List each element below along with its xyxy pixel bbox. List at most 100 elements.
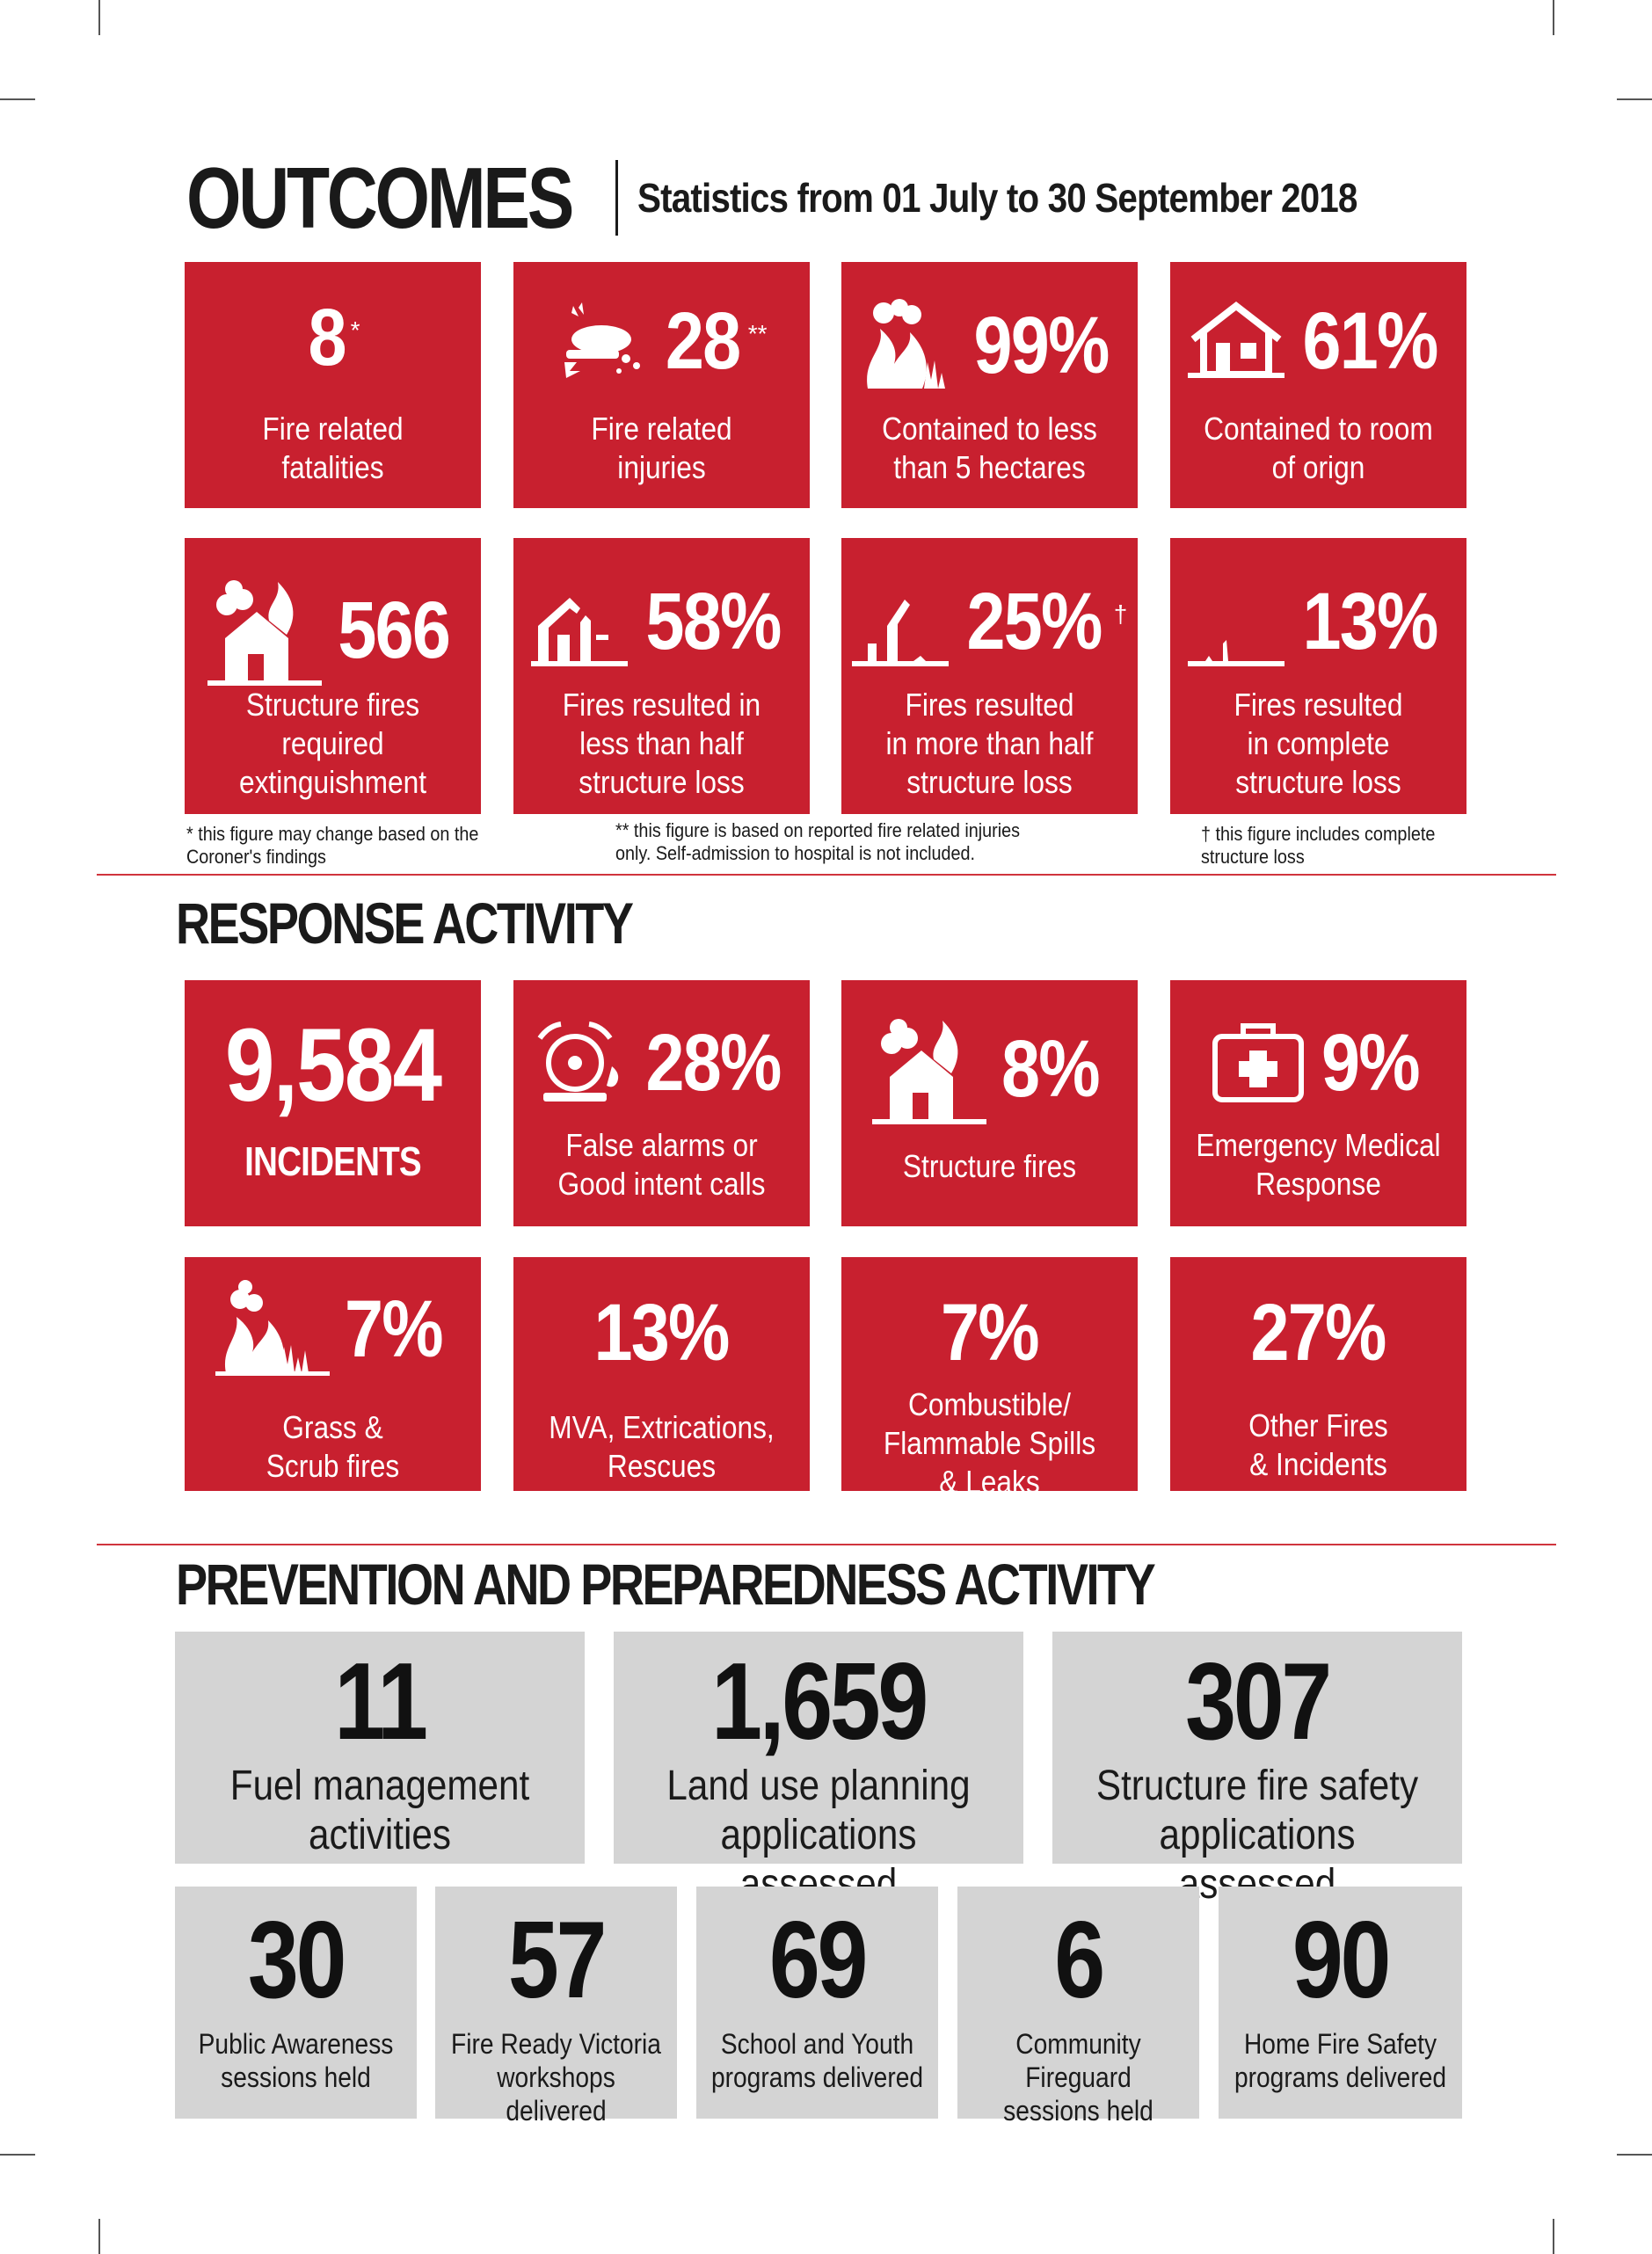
title-divider	[615, 160, 619, 236]
footnote-fatalities: * this figure may change based on the Co…	[186, 823, 478, 869]
outcome-card-less-than-half: 58% Fires resulted in less than half str…	[513, 538, 810, 814]
response-card-grass-fires: 7% Grass & Scrub fires	[185, 1257, 481, 1491]
stat-value: 6	[1054, 1900, 1105, 2021]
stat-label: Emergency Medical Response	[1196, 1127, 1441, 1202]
stat-value: 28	[666, 296, 741, 386]
crop-mark	[1553, 0, 1554, 35]
stat-value: 8	[308, 293, 347, 382]
stat-value: 13%	[593, 1288, 731, 1378]
footnote-text: this figure includes complete structure …	[1201, 823, 1436, 868]
stat-label: Structure fires	[902, 1148, 1077, 1184]
footnote-text: this figure is based on reported fire re…	[615, 819, 1021, 864]
prevention-card-fire-ready: 57 Fire Ready Victoria workshops deliver…	[435, 1887, 677, 2127]
stat-label: School and Youth programs delivered	[710, 2028, 924, 2093]
destroyed-house-icon	[1188, 573, 1285, 670]
stat-label: INCIDENTS	[244, 1138, 422, 1184]
house-fire-icon	[207, 573, 322, 687]
crop-mark	[98, 0, 100, 35]
prevention-heading: PREVENTION AND PREPAREDNESS ACTIVITY	[176, 1552, 1156, 1617]
stat-label: Fires resulted in complete structure los…	[1234, 687, 1403, 800]
page-header: OUTCOMES Statistics from 01 July to 30 S…	[186, 149, 1455, 246]
prevention-card-public-awareness: 30 Public Awareness sessions held	[175, 1887, 417, 2119]
stat-value: 90	[1292, 1900, 1392, 2021]
stat-label: Fuel management activities	[229, 1763, 530, 1858]
response-card-structure-fires: 8% Structure fires	[841, 980, 1138, 1226]
footnote-mark: †	[1113, 600, 1128, 628]
footnote-mark: †	[1201, 823, 1212, 845]
crop-mark	[1617, 98, 1652, 100]
stat-label: Home Fire Safety programs delivered	[1234, 2028, 1447, 2093]
outcome-card-room-of-origin: 61% Contained to room of orign	[1170, 262, 1466, 508]
footnote-text: this figure may change based on the Coro…	[186, 823, 479, 868]
page-title: OUTCOMES	[186, 149, 574, 246]
house-outline-icon	[1188, 297, 1285, 385]
outcome-card-structure-fires: 566 Structure fires required extinguishm…	[185, 538, 481, 814]
stat-value: 30	[247, 1900, 347, 2021]
stat-value: 61%	[1302, 296, 1439, 386]
footnote-mark: **	[747, 320, 768, 347]
stat-label: Public Awareness sessions held	[198, 2028, 394, 2093]
stat-value: 99%	[973, 301, 1110, 390]
crop-mark	[0, 98, 35, 100]
stat-label: Contained to room of orign	[1204, 411, 1433, 485]
response-card-incidents: 9,584 INCIDENTS	[185, 980, 481, 1226]
stat-value: 27%	[1250, 1288, 1387, 1378]
prevention-card-fuel: 11 Fuel management activities	[175, 1632, 585, 1864]
response-card-spills: 7% Combustible/ Flammable Spills & Leaks	[841, 1257, 1138, 1500]
outcome-card-complete-loss: 13% Fires resulted in complete structure…	[1170, 538, 1466, 814]
response-heading: RESPONSE ACTIVITY	[176, 891, 634, 956]
house-fire-icon	[872, 1012, 987, 1126]
page-subtitle: Statistics from 01 July to 30 September …	[637, 175, 1357, 221]
stat-label: Contained to less than 5 hectares	[882, 411, 1097, 485]
partial-house-icon	[531, 573, 629, 670]
ruined-house-icon	[851, 573, 949, 670]
stat-label: False alarms or Good intent calls	[557, 1127, 766, 1202]
crop-mark	[1617, 2154, 1652, 2156]
stat-value: 7%	[345, 1284, 444, 1374]
injured-person-icon	[556, 297, 652, 385]
section-divider	[97, 874, 1556, 876]
first-aid-kit-icon	[1210, 1019, 1306, 1107]
prevention-card-home-safety: 90 Home Fire Safety programs delivered	[1219, 1887, 1462, 2119]
section-divider	[97, 1544, 1556, 1545]
footnote-complete-loss: † this figure includes complete structur…	[1201, 823, 1435, 869]
stat-value: 566	[338, 585, 451, 675]
stat-label: Grass & Scrub fires	[266, 1409, 400, 1484]
footnote-mark: *	[186, 823, 193, 845]
stat-value: 9%	[1321, 1018, 1421, 1108]
outcome-card-more-than-half: 25% † Fires resulted in more than half st…	[841, 538, 1138, 814]
stat-value: 11	[334, 1641, 428, 1763]
alarm-bell-icon	[531, 1019, 628, 1107]
stat-label: Fire Ready Victoria workshops delivered	[451, 2028, 661, 2127]
response-card-medical: 9% Emergency Medical Response	[1170, 980, 1466, 1226]
outcome-card-fatalities: 8 * Fire related fatalities	[185, 262, 481, 508]
stat-label: Other Fires & Incidents	[1248, 1407, 1388, 1482]
stat-value: 1,659	[711, 1641, 928, 1763]
stat-value: 7%	[941, 1288, 1040, 1378]
prevention-card-land-use: 1,659 Land use planning applications ass…	[614, 1632, 1023, 1908]
stat-label: Structure fires required extinguishment	[238, 687, 427, 800]
response-card-mva: 13% MVA, Extrications, Rescues	[513, 1257, 810, 1491]
stat-label: Combustible/ Flammable Spills & Leaks	[883, 1386, 1096, 1500]
stat-value: 58%	[645, 577, 782, 666]
outcome-card-injuries: 28 ** Fire related injuries	[513, 262, 810, 508]
stat-label: Community Fireguard sessions held	[1003, 2028, 1153, 2127]
footnote-mark: *	[350, 316, 360, 344]
stat-value: 28%	[645, 1018, 782, 1108]
stat-label: MVA, Extrications, Rescues	[549, 1409, 775, 1484]
stat-value: 25%	[966, 577, 1103, 666]
stat-label: Fire related injuries	[591, 411, 732, 485]
stat-value: 69	[768, 1900, 869, 2021]
crop-mark	[0, 2154, 35, 2156]
prevention-card-school-youth: 69 School and Youth programs delivered	[696, 1887, 938, 2119]
response-card-other: 27% Other Fires & Incidents	[1170, 1257, 1466, 1491]
response-card-false-alarms: 28% False alarms or Good intent calls	[513, 980, 810, 1226]
stat-value: 8%	[1001, 1024, 1101, 1114]
footnote-injuries: ** this figure is based on reported fire…	[615, 819, 1020, 865]
footnote-mark: **	[615, 819, 630, 841]
grass-fire-icon	[215, 1276, 331, 1382]
stat-value: 9,584	[224, 1007, 442, 1123]
stat-value: 57	[507, 1900, 608, 2021]
outcome-card-contained-hectares: 99% Contained to less than 5 hectares	[841, 262, 1138, 508]
bushfire-icon	[859, 297, 956, 394]
